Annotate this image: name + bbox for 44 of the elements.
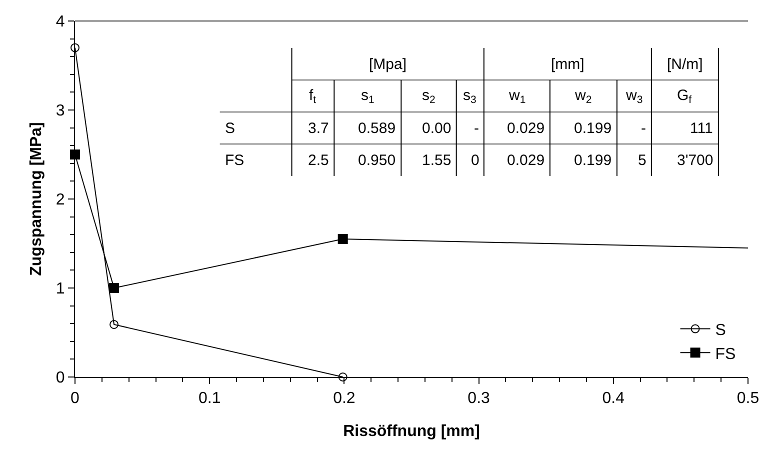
annotation: 0.199 <box>574 152 612 169</box>
annotation: 0.950 <box>358 152 396 169</box>
annotation: G$_{f}$ <box>677 87 692 106</box>
annotation: s$_{1}$ <box>361 87 374 106</box>
annotation: 111 <box>690 120 713 137</box>
x-tick-label: 0.2 <box>333 390 356 408</box>
x-axis-title: Rissöffnung [mm] <box>343 422 480 440</box>
y-tick-label: 4 <box>56 14 65 31</box>
x-tick-label: 0.4 <box>602 390 625 408</box>
annotation: 2.5 <box>308 152 329 169</box>
annotation: [Mpa] <box>369 56 407 73</box>
annotation: w$_{3}$ <box>625 87 643 106</box>
annotation: 0.029 <box>507 120 545 137</box>
annotation: 0.199 <box>574 120 612 137</box>
annotation: 3.7 <box>308 120 329 137</box>
annotation: 3'700 <box>677 152 714 169</box>
annotation: 0 <box>471 152 480 169</box>
annotation: 0.00 <box>422 120 452 137</box>
legend-label: S <box>715 322 726 340</box>
x-tick-label: 0.5 <box>736 390 760 408</box>
annotation: - <box>641 120 646 137</box>
annotation: [N/m] <box>667 56 703 73</box>
x-tick-label: 0.1 <box>198 390 221 408</box>
annotation: f$_{t}$ <box>309 87 316 106</box>
y-tick-label: 1 <box>56 280 65 298</box>
y-tick-label: 2 <box>56 192 65 209</box>
annotation: [mm] <box>551 56 584 73</box>
annotation: w$_{1}$ <box>508 87 526 106</box>
annotation: w$_{2}$ <box>574 87 592 106</box>
annotation: 0.029 <box>507 152 545 169</box>
y-tick-label: 3 <box>56 102 65 120</box>
annotation: 1.55 <box>422 152 452 169</box>
annotation: S <box>225 120 236 137</box>
y-axis-title: Zugspannung [MPa] <box>28 122 45 276</box>
annotation: FS <box>225 152 244 169</box>
annotation: - <box>474 120 479 137</box>
x-tick-label: 0 <box>70 390 80 408</box>
legend-label: FS <box>715 346 736 363</box>
annotation: 5 <box>638 152 646 169</box>
annotation: s$_{3}$ <box>463 87 476 106</box>
annotation: s$_{2}$ <box>422 87 436 106</box>
y-tick-label: 0 <box>56 370 65 387</box>
annotation: 0.589 <box>358 120 396 137</box>
x-tick-label: 0.3 <box>468 390 490 408</box>
